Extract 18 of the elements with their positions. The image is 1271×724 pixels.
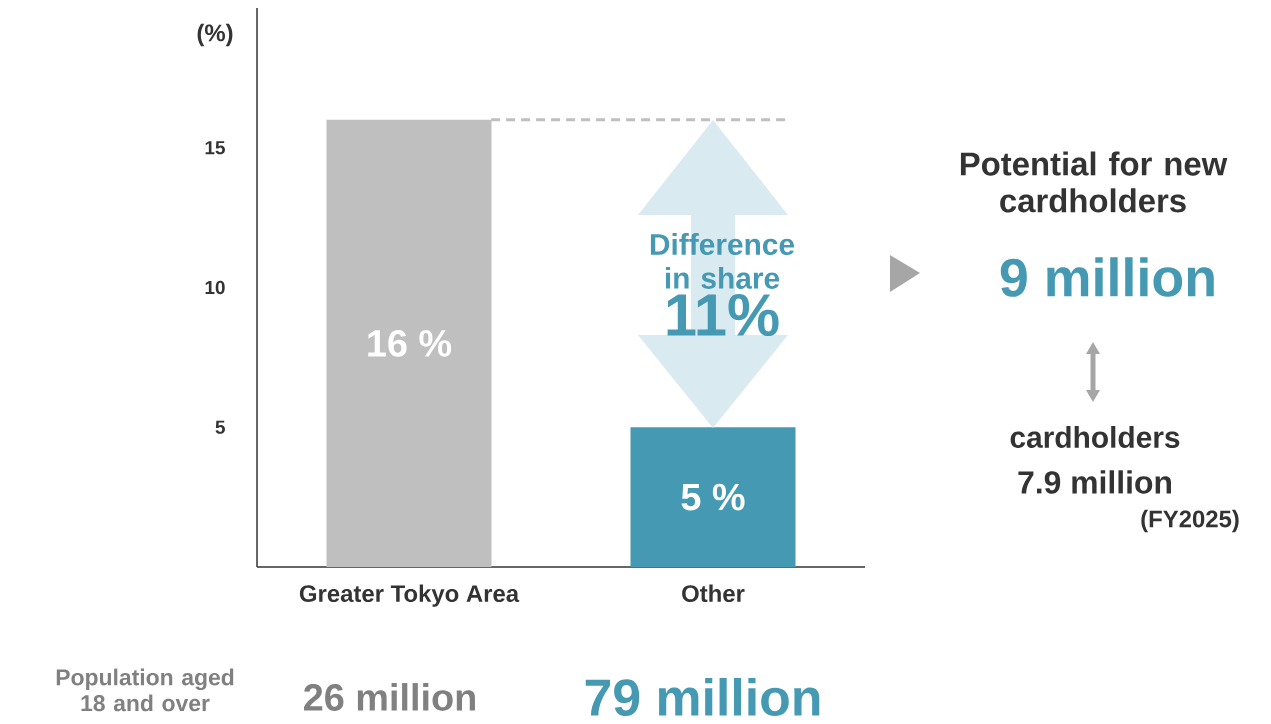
text: (FY2025)	[1141, 509, 1239, 533]
x-tick-label: Greater Tokyo Area	[299, 584, 520, 607]
text: 79 million	[585, 677, 820, 716]
text: 7.9 million	[1018, 470, 1171, 494]
data-label: 16 %	[368, 329, 452, 357]
data-label: 5 %	[681, 483, 745, 511]
y-tick-label: 10	[205, 280, 225, 295]
text: 26 million	[304, 683, 475, 711]
text: Population aged 18 and over	[56, 668, 234, 712]
y-tick-label: 5	[215, 420, 225, 434]
text: 9 million	[1000, 257, 1214, 297]
y-tick-label: 15	[205, 141, 225, 155]
x-tick-label: Other	[682, 584, 745, 603]
text: cardholders	[1010, 426, 1180, 448]
annotation: 11%	[667, 293, 779, 337]
text: Potential for new cardholders	[960, 151, 1228, 213]
y-axis-title: (%)	[197, 23, 233, 47]
annotation: Difference in share	[650, 233, 795, 289]
